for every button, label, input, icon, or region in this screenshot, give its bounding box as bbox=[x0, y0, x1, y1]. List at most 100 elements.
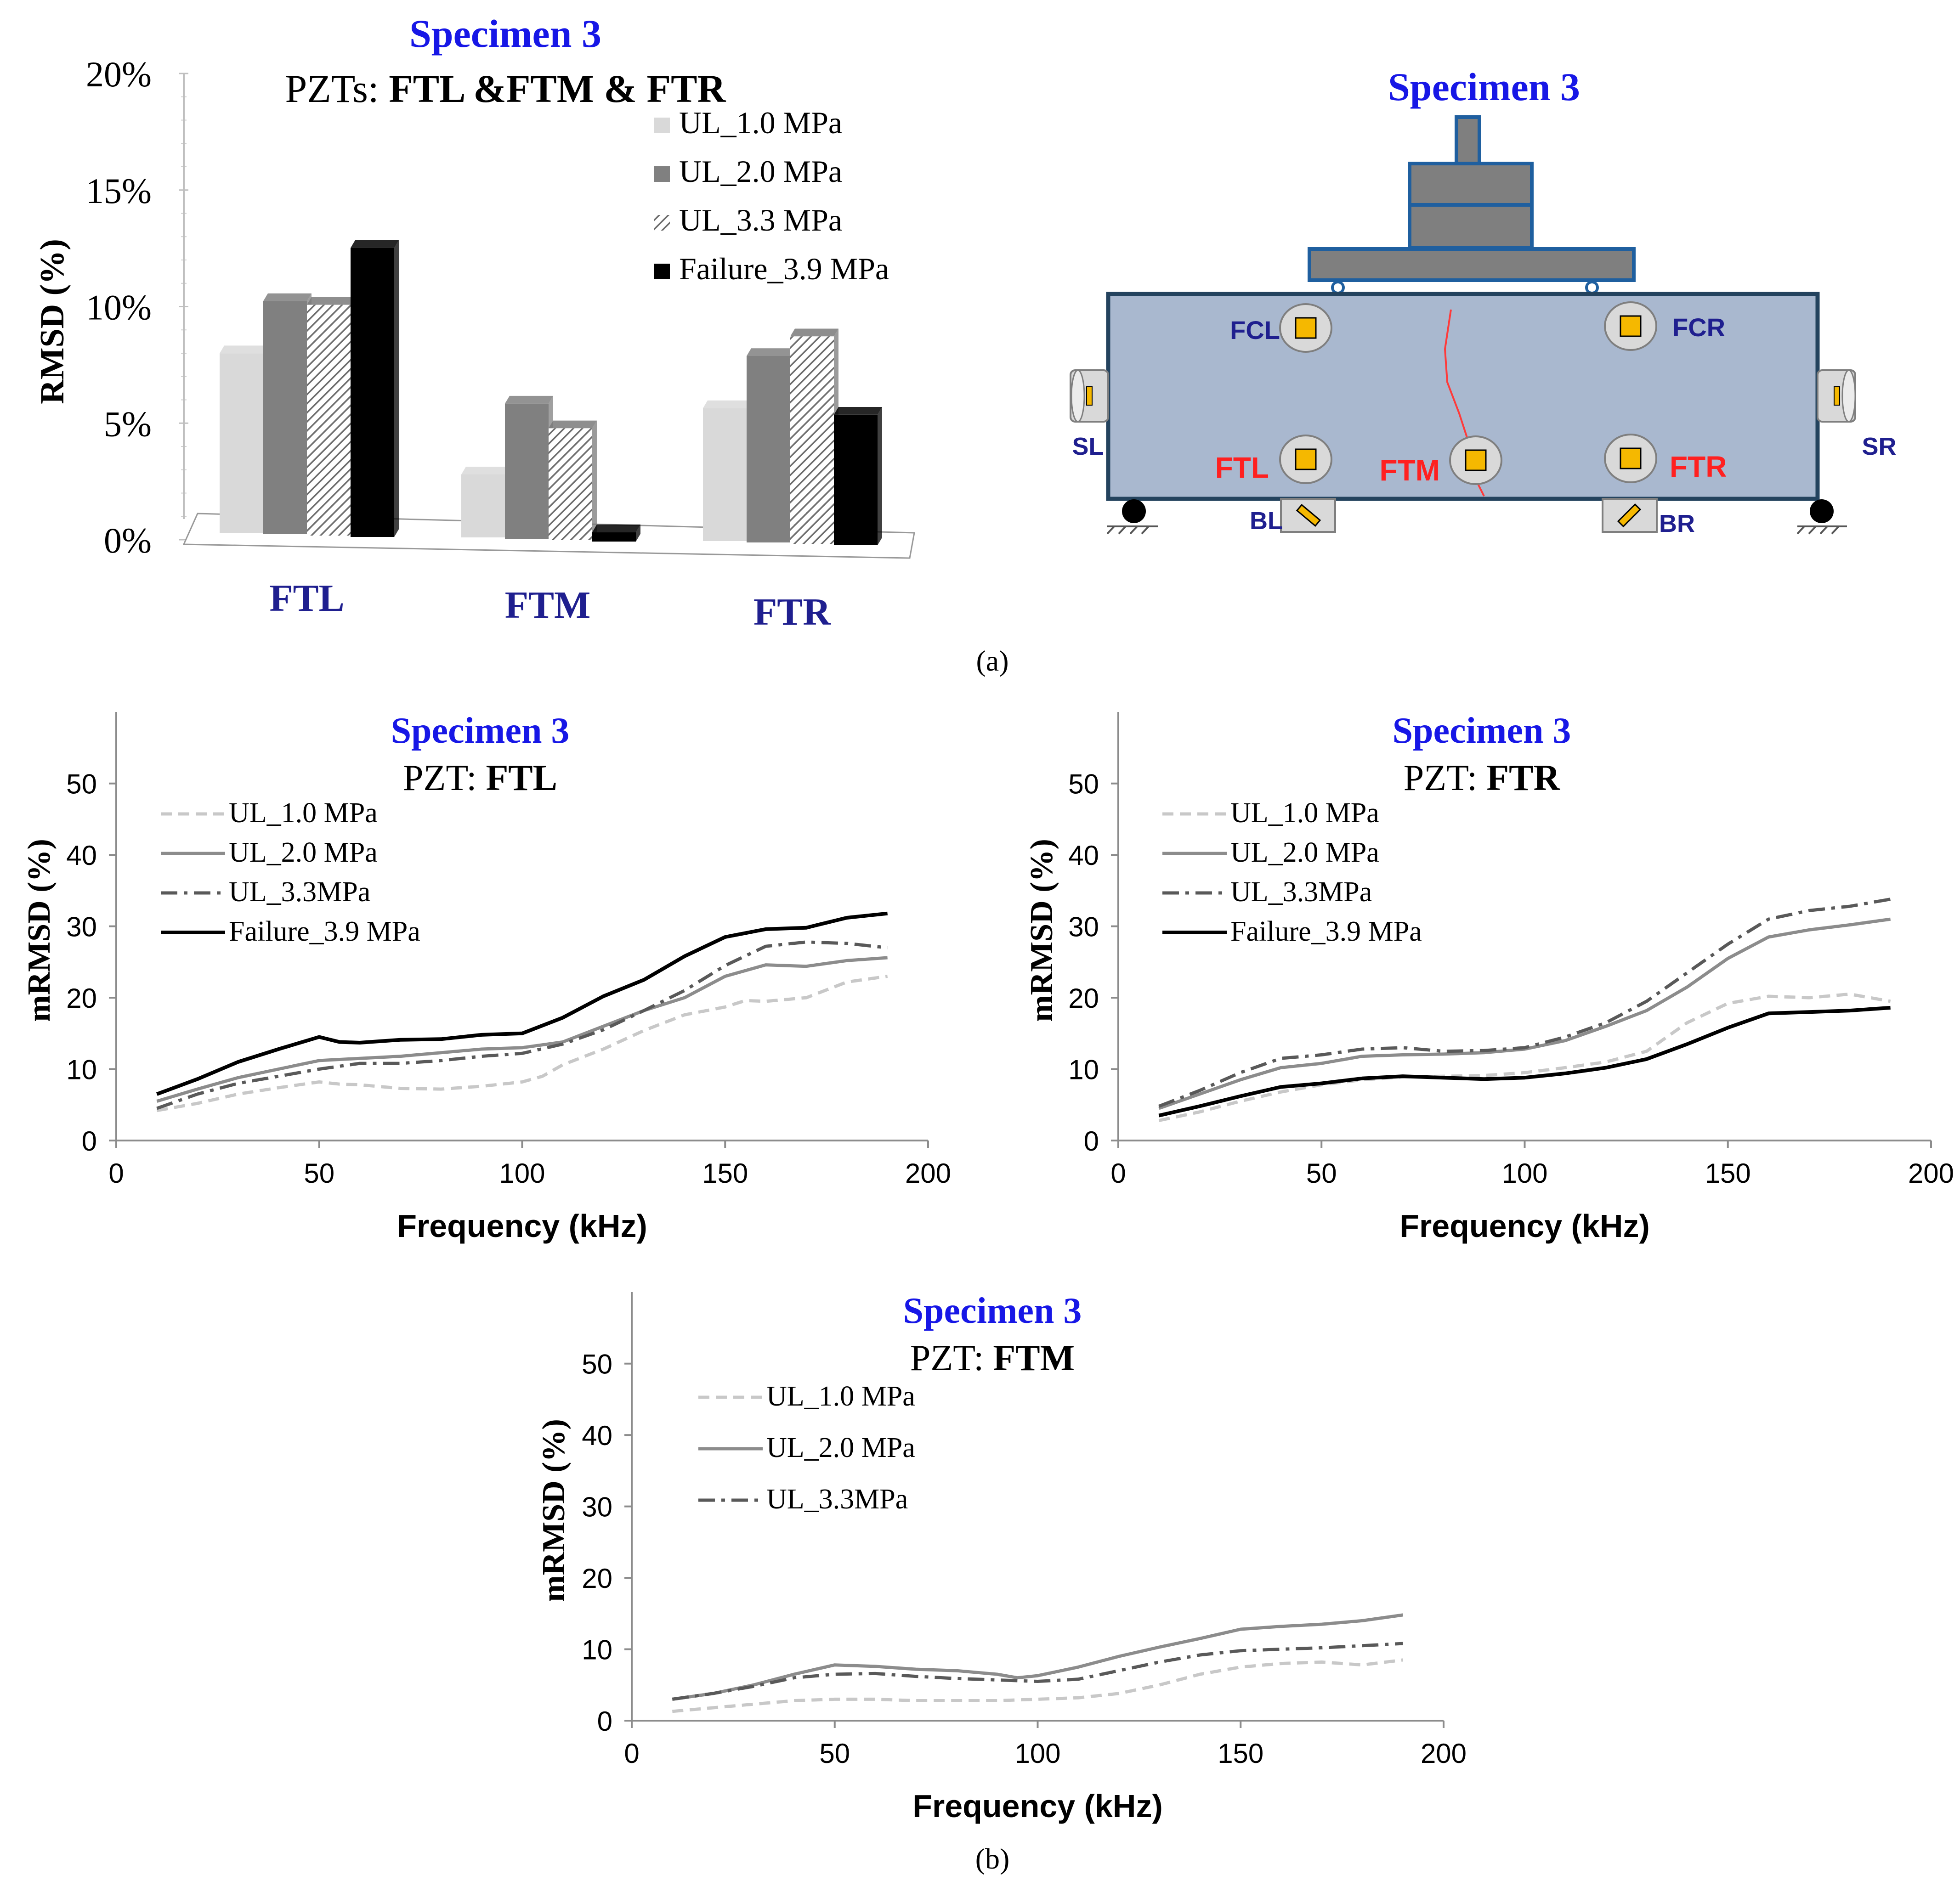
ftm-y-tick-label: 40 bbox=[582, 1420, 612, 1451]
legend-label: UL_3.3 MPa bbox=[679, 203, 842, 237]
spreader-beam bbox=[1308, 247, 1636, 282]
ftr-y-tick-label: 10 bbox=[1068, 1055, 1099, 1085]
bar-top bbox=[592, 524, 640, 532]
ftm-series-line-2 bbox=[672, 1642, 1403, 1701]
support-right bbox=[1810, 499, 1834, 523]
ftm-x-tick-label: 100 bbox=[1014, 1738, 1060, 1769]
bar-ftl-2 bbox=[307, 305, 351, 536]
bar-category-label: FTR bbox=[753, 591, 831, 633]
sensor-fcl: FCL bbox=[1230, 303, 1332, 353]
sensor-sr: SR bbox=[1817, 369, 1897, 460]
bar-top bbox=[790, 328, 838, 337]
bar-chart-title: Specimen 3 bbox=[409, 11, 601, 56]
ftl-series-line-2 bbox=[156, 940, 888, 1110]
ftm-x-tick-label: 200 bbox=[1421, 1738, 1467, 1769]
bar-category-label: FTM bbox=[505, 584, 591, 627]
ftl-series-line-0 bbox=[156, 975, 888, 1112]
legend-label: UL_1.0 MPa bbox=[679, 105, 842, 140]
ftl-subtitle-prefix: PZT: bbox=[403, 758, 486, 798]
bar-ftr-3 bbox=[834, 414, 878, 545]
sensor-ftl: FTL bbox=[1215, 435, 1332, 484]
ftr-series-line-2 bbox=[1158, 898, 1891, 1108]
bar-y-tick-label: 5% bbox=[104, 404, 152, 444]
bar-ftm-1 bbox=[505, 403, 549, 539]
bar-category-label: FTL bbox=[269, 577, 344, 620]
ftl-y-tick-label: 10 bbox=[66, 1055, 97, 1085]
bar-top bbox=[220, 345, 268, 354]
bar-ftr-0 bbox=[703, 408, 747, 541]
sensor-sl: SL bbox=[1070, 369, 1109, 460]
sensor-ftm: FTM bbox=[1380, 435, 1502, 487]
ftl-chart-title: Specimen 3 bbox=[391, 711, 570, 751]
ftl-legend-label: Failure_3.9 MPa bbox=[229, 916, 420, 947]
ftr-x-tick-label: 100 bbox=[1501, 1158, 1547, 1189]
bar-top bbox=[747, 348, 795, 356]
bar-y-tick-label: 15% bbox=[86, 171, 152, 211]
sensor-label-bl: BL bbox=[1250, 507, 1283, 535]
ftl-x-tick-label: 50 bbox=[304, 1158, 334, 1189]
ftl-legend-label: UL_3.3MPa bbox=[229, 876, 370, 908]
bar-chart-y-ticks: 0% 5% 10% 15% 20% bbox=[86, 54, 188, 560]
ftm-line-chart: Specimen 3 PZT: FTM 0 10 20 30 40 50 0 50 100 150 20… bbox=[536, 1291, 1467, 1824]
ftm-x-tick-label: 0 bbox=[624, 1738, 639, 1769]
ftm-x-tick-label: 50 bbox=[819, 1738, 850, 1769]
bar-chart-subtitle: PZTs: FTL &FTM & FTR bbox=[285, 67, 726, 111]
legend-swatch bbox=[654, 118, 670, 133]
bar-side bbox=[878, 407, 882, 545]
support-left bbox=[1122, 499, 1146, 523]
ftl-y-tick-label: 50 bbox=[66, 769, 97, 800]
panel-label-b: (b) bbox=[975, 1842, 1010, 1875]
sensor-bl: BL bbox=[1250, 498, 1336, 535]
ftm-legend-label: UL_2.0 MPa bbox=[766, 1432, 915, 1463]
bar-chart-bars bbox=[220, 240, 882, 545]
bar-side bbox=[636, 524, 640, 542]
legend-label: Failure_3.9 MPa bbox=[679, 251, 889, 286]
legend-swatch bbox=[654, 166, 670, 182]
ftr-x-tick-label: 200 bbox=[1908, 1158, 1954, 1189]
sensor-fcr: FCR bbox=[1604, 301, 1725, 351]
specimen-beam-diagram: Specimen 3 FCL bbox=[1070, 65, 1897, 537]
ftr-x-tick-label: 0 bbox=[1110, 1158, 1126, 1189]
bar-top bbox=[505, 395, 553, 404]
ftm-y-axis-label: mRMSD (%) bbox=[536, 1419, 572, 1602]
ftl-x-tick-label: 150 bbox=[702, 1158, 748, 1189]
ftm-series-line-0 bbox=[672, 1658, 1404, 1713]
support-hatch bbox=[1106, 525, 1847, 535]
ftr-subtitle-prefix: PZT: bbox=[1404, 758, 1486, 798]
bar-ftr-2 bbox=[790, 336, 834, 544]
ftr-x-tick-label: 150 bbox=[1705, 1158, 1751, 1189]
ftm-subtitle-prefix: PZT: bbox=[910, 1338, 993, 1378]
ftl-subtitle-bold: FTL bbox=[486, 758, 557, 798]
legend-swatch bbox=[654, 215, 670, 231]
ftl-legend-label: UL_1.0 MPa bbox=[229, 797, 378, 829]
diagram-title: Specimen 3 bbox=[1388, 65, 1580, 109]
sensor-label-ftr: FTR bbox=[1670, 450, 1727, 483]
ftr-y-tick-label: 40 bbox=[1068, 840, 1099, 871]
ftl-chart-subtitle: PZT: FTL bbox=[403, 758, 557, 798]
ftr-y-tick-label: 50 bbox=[1068, 769, 1099, 800]
bar-chart-categories: FTL FTM FTR bbox=[269, 577, 831, 633]
ftl-series-line-3 bbox=[156, 911, 888, 1096]
ftr-line-chart: Specimen 3 PZT: FTR 0 10 20 30 40 50 0 50 100 150 20… bbox=[1024, 711, 1954, 1244]
ftr-subtitle-bold: FTR bbox=[1486, 758, 1560, 798]
bar-side bbox=[394, 240, 399, 537]
ftm-x-axis-label: Frequency (kHz) bbox=[912, 1788, 1163, 1824]
bar-top bbox=[703, 400, 751, 408]
bar-chart-subtitle-prefix: PZTs: bbox=[285, 67, 389, 111]
ftl-legend-label: UL_2.0 MPa bbox=[229, 837, 378, 868]
ftr-legend-label: UL_1.0 MPa bbox=[1230, 797, 1379, 829]
bar-top bbox=[549, 420, 597, 429]
bar-top bbox=[351, 240, 399, 248]
bar-top bbox=[307, 297, 355, 305]
sensor-label-ftm: FTM bbox=[1380, 454, 1440, 487]
ftm-x-tick-label: 150 bbox=[1218, 1738, 1263, 1769]
ftl-y-tick-label: 30 bbox=[66, 912, 97, 943]
panel-label-a: (a) bbox=[976, 644, 1008, 677]
sensor-label-sr: SR bbox=[1862, 433, 1896, 460]
ftl-series-line-1 bbox=[156, 956, 888, 1103]
ftm-subtitle-bold: FTM bbox=[993, 1338, 1075, 1378]
ftm-y-tick-label: 30 bbox=[582, 1492, 612, 1523]
ftl-y-tick-label: 40 bbox=[66, 840, 97, 871]
ftr-y-tick-label: 20 bbox=[1068, 983, 1099, 1014]
